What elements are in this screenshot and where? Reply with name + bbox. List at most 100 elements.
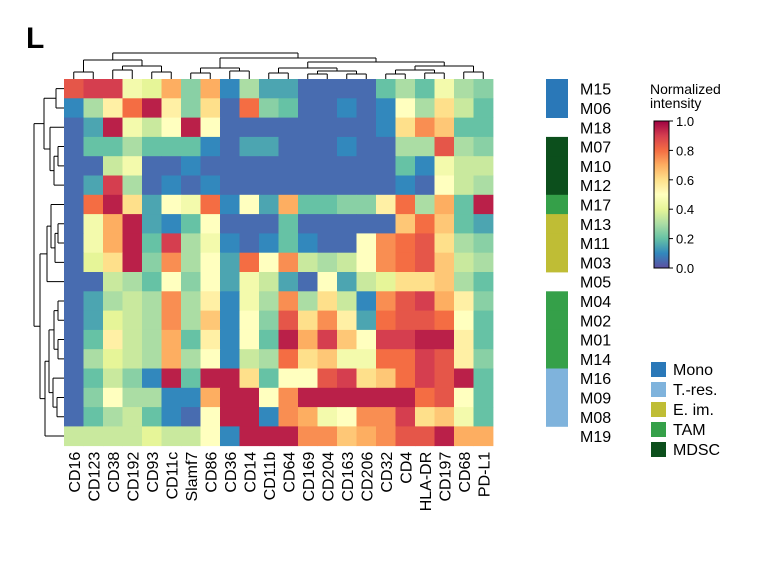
heatmap-cell — [64, 368, 84, 389]
heatmap-cell — [200, 79, 221, 99]
heatmap-cell — [220, 98, 240, 118]
heatmap-cell — [220, 349, 240, 369]
heatmap-cell — [181, 175, 201, 196]
heatmap-cell — [103, 407, 123, 427]
row-label: M07 — [580, 140, 611, 157]
heatmap-cell — [181, 214, 201, 234]
row-label: M16 — [580, 371, 611, 388]
heatmap-cell — [259, 252, 279, 273]
heatmap-cell — [181, 194, 201, 215]
heatmap-cell — [454, 291, 474, 311]
heatmap-cell — [298, 407, 318, 427]
heatmap-cell — [103, 214, 123, 234]
row-annotation-cell — [546, 214, 568, 234]
heatmap-cell — [395, 272, 416, 292]
annotation-legend: Mono T.-res. E. im. TAM MDSC — [651, 362, 720, 459]
heatmap-cell — [220, 252, 240, 273]
heatmap-cell — [337, 79, 357, 99]
heatmap-cell — [142, 368, 162, 389]
heatmap-cell — [356, 407, 377, 427]
heatmap-cell — [454, 136, 474, 157]
heatmap-cell — [259, 214, 279, 234]
row-label: M15 — [580, 82, 611, 99]
heatmap-cell — [473, 329, 494, 350]
row-annotation-cell — [546, 349, 568, 369]
heatmap-cell — [356, 194, 377, 215]
heatmap-cell — [317, 194, 338, 215]
heatmap-cell — [376, 214, 396, 234]
row-label: M01 — [580, 333, 611, 350]
heatmap-cell — [356, 329, 377, 350]
heatmap-cell — [298, 349, 318, 369]
row-label: M02 — [580, 313, 611, 330]
heatmap-cell — [395, 387, 416, 408]
heatmap-cell — [317, 98, 338, 118]
heatmap-cell — [64, 407, 84, 427]
heatmap-cell — [122, 387, 143, 408]
heatmap-cell — [434, 349, 455, 369]
heatmap-cell — [278, 214, 299, 234]
heatmap-cell — [298, 136, 318, 157]
heatmap-cell — [64, 272, 84, 292]
heatmap-cell — [259, 156, 279, 176]
heatmap-cell — [317, 407, 338, 427]
heatmap-cell — [259, 349, 279, 369]
row-label: M03 — [580, 255, 611, 272]
colorbar-tick-label: 0.8 — [676, 143, 694, 158]
heatmap-cell — [317, 156, 338, 176]
column-label: CD68 — [457, 452, 474, 493]
heatmap-cell — [259, 407, 279, 427]
heatmap-cell — [142, 175, 162, 196]
row-annotation-cell — [546, 291, 568, 311]
heatmap-cell — [434, 387, 455, 408]
heatmap-cell — [317, 136, 338, 157]
row-annotation-cell — [546, 310, 568, 331]
heatmap-cell — [376, 175, 396, 196]
heatmap-cell — [239, 156, 260, 176]
heatmap-cell — [473, 291, 494, 311]
heatmap-cell — [356, 387, 377, 408]
legend-swatch — [651, 442, 666, 457]
row-dendrogram-branches — [33, 88, 64, 437]
heatmap-cell — [161, 136, 182, 157]
row-label: M17 — [580, 197, 611, 214]
heatmap-cell — [239, 117, 260, 138]
heatmap-cell — [142, 387, 162, 408]
heatmap-cell — [83, 117, 104, 138]
heatmap-cell — [473, 272, 494, 292]
heatmap-cell — [239, 233, 260, 254]
colorbar-title-line1: Normalized — [650, 81, 721, 97]
row-label: M06 — [580, 101, 611, 118]
heatmap-cell — [259, 175, 279, 196]
heatmap-cell — [317, 117, 338, 138]
heatmap-cell — [220, 214, 240, 234]
heatmap-cell — [161, 426, 182, 447]
heatmap-cell — [415, 194, 435, 215]
heatmap-cell — [298, 117, 318, 138]
heatmap-cell — [103, 136, 123, 157]
heatmap-cell — [317, 214, 338, 234]
heatmap-cell — [337, 136, 357, 157]
heatmap-cell — [376, 79, 396, 99]
heatmap-cell — [337, 426, 357, 447]
heatmap-cell — [415, 233, 435, 254]
heatmap-cell — [122, 291, 143, 311]
heatmap-cell — [259, 79, 279, 99]
heatmap-cell — [337, 194, 357, 215]
heatmap-cell — [122, 175, 143, 196]
heatmap-cell — [220, 117, 240, 138]
heatmap-cell — [376, 291, 396, 311]
heatmap-cell — [454, 349, 474, 369]
heatmap-cell — [356, 272, 377, 292]
heatmap-cell — [259, 329, 279, 350]
heatmap-cell — [161, 368, 182, 389]
heatmap-cell — [376, 387, 396, 408]
heatmap-cell — [200, 194, 221, 215]
column-label: CD123 — [86, 452, 103, 502]
row-annotation-cell — [546, 233, 568, 254]
heatmap-cell — [337, 117, 357, 138]
heatmap-cell — [142, 214, 162, 234]
heatmap-cell — [395, 79, 416, 99]
heatmap-cell — [161, 329, 182, 350]
